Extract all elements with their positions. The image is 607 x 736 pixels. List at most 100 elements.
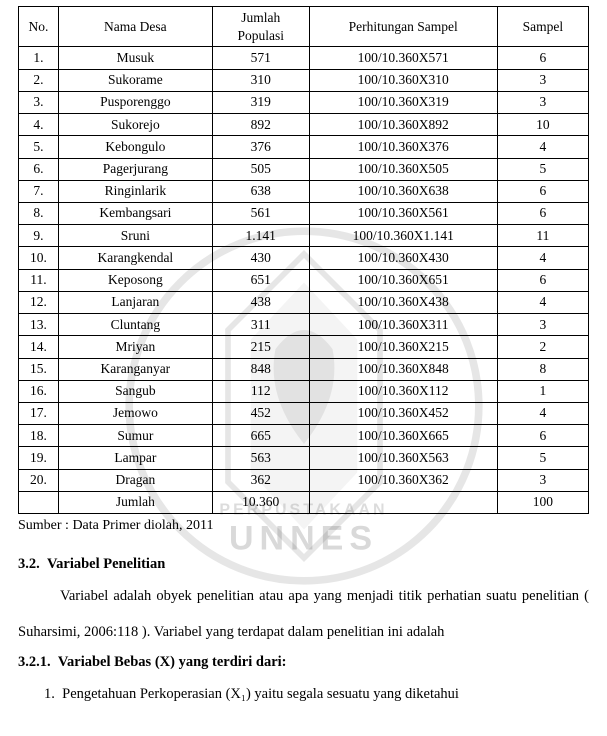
table-cell: 452 [212, 402, 309, 424]
table-cell: Sukorame [58, 69, 212, 91]
table-cell: 6 [497, 425, 588, 447]
table-cell: 1.141 [212, 225, 309, 247]
table-cell: 6 [497, 180, 588, 202]
table-cell: 100/10.360X215 [309, 336, 497, 358]
table-cell: 7. [19, 180, 59, 202]
table-cell: Sumur [58, 425, 212, 447]
table-cell: 6 [497, 269, 588, 291]
table-cell: 376 [212, 136, 309, 158]
table-cell: Jemowo [58, 402, 212, 424]
table-cell: Karanganyar [58, 358, 212, 380]
section-3-2-heading: 3.2. Variabel Penelitian [18, 556, 589, 573]
table-cell: 1 [497, 380, 588, 402]
table-cell: 651 [212, 269, 309, 291]
table-row: 2.Sukorame310100/10.360X3103 [19, 69, 589, 91]
col-sampel-header: Sampel [497, 7, 588, 47]
table-cell: Kebongulo [58, 136, 212, 158]
table-cell: 4 [497, 402, 588, 424]
table-cell: 20. [19, 469, 59, 491]
table-cell: 4 [497, 247, 588, 269]
table-cell: 215 [212, 336, 309, 358]
table-cell: 8. [19, 202, 59, 224]
table-cell: 1. [19, 47, 59, 69]
table-cell: 10. [19, 247, 59, 269]
table-row: 4.Sukorejo892100/10.360X89210 [19, 114, 589, 136]
table-row: 15.Karanganyar848100/10.360X8488 [19, 358, 589, 380]
table-cell: 3 [497, 91, 588, 113]
section-3-2-number: 3.2. [18, 556, 40, 572]
table-cell: 561 [212, 202, 309, 224]
table-cell [309, 491, 497, 513]
table-cell: 100/10.360X638 [309, 180, 497, 202]
table-cell: Sukorejo [58, 114, 212, 136]
table-cell: Lampar [58, 447, 212, 469]
table-cell: 571 [212, 47, 309, 69]
table-row: 12.Lanjaran438100/10.360X4384 [19, 291, 589, 313]
table-row: 19.Lampar563100/10.360X5635 [19, 447, 589, 469]
table-cell: 100/10.360X376 [309, 136, 497, 158]
table-cell: Dragan [58, 469, 212, 491]
table-cell: 11 [497, 225, 588, 247]
table-row: 14.Mriyan215100/10.360X2152 [19, 336, 589, 358]
table-cell: 3. [19, 91, 59, 113]
table-cell: 16. [19, 380, 59, 402]
table-cell: Ringinlarik [58, 180, 212, 202]
col-perh-header: Perhitungan Sampel [309, 7, 497, 47]
col-no-header: No. [19, 7, 59, 47]
table-cell: 100/10.360X651 [309, 269, 497, 291]
table-cell: 100/10.360X892 [309, 114, 497, 136]
table-cell: 12. [19, 291, 59, 313]
table-cell: 638 [212, 180, 309, 202]
table-cell: 100/10.360X561 [309, 202, 497, 224]
table-cell: Keposong [58, 269, 212, 291]
table-header-row: No. Nama Desa Jumlah Populasi Perhitunga… [19, 7, 589, 47]
table-cell: 18. [19, 425, 59, 447]
table-cell: 100/10.360X430 [309, 247, 497, 269]
table-cell: 10.360 [212, 491, 309, 513]
table-cell: 3 [497, 69, 588, 91]
table-cell: 6 [497, 47, 588, 69]
table-cell: 2 [497, 336, 588, 358]
table-cell: 362 [212, 469, 309, 491]
table-cell: 100/10.360X362 [309, 469, 497, 491]
table-cell: Pusporenggo [58, 91, 212, 113]
table-cell: 100/10.360X310 [309, 69, 497, 91]
table-cell: Sruni [58, 225, 212, 247]
table-cell: Kembangsari [58, 202, 212, 224]
table-cell: 17. [19, 402, 59, 424]
section-3-2-body: Variabel adalah obyek penelitian atau ap… [18, 579, 589, 650]
table-cell: Jumlah [58, 491, 212, 513]
table-cell: 5 [497, 447, 588, 469]
table-cell: Karangkendal [58, 247, 212, 269]
table-cell: 892 [212, 114, 309, 136]
table-row: 13.Cluntang311100/10.360X3113 [19, 314, 589, 336]
table-cell: 100/10.360X563 [309, 447, 497, 469]
table-cell: 100/10.360X438 [309, 291, 497, 313]
table-cell: 5. [19, 136, 59, 158]
table-cell: 11. [19, 269, 59, 291]
table-cell: 9. [19, 225, 59, 247]
list-item-1-text: Pengetahuan Perkoperasian (X₁) yaitu seg… [62, 686, 459, 702]
col-nama-header: Nama Desa [58, 7, 212, 47]
table-row: 9.Sruni1.141100/10.360X1.14111 [19, 225, 589, 247]
table-cell: 100/10.360X1.141 [309, 225, 497, 247]
table-cell: 319 [212, 91, 309, 113]
table-row: 18.Sumur665100/10.360X6656 [19, 425, 589, 447]
table-cell: Lanjaran [58, 291, 212, 313]
table-row: 16.Sangub112100/10.360X1121 [19, 380, 589, 402]
table-cell: 6 [497, 202, 588, 224]
table-cell: 10 [497, 114, 588, 136]
table-cell: 2. [19, 69, 59, 91]
table-row: 20.Dragan362100/10.360X3623 [19, 469, 589, 491]
table-cell: 4 [497, 291, 588, 313]
table-row: 10.Karangkendal430100/10.360X4304 [19, 247, 589, 269]
section-3-2-1-number: 3.2.1. [18, 654, 51, 670]
table-cell: 100/10.360X571 [309, 47, 497, 69]
table-cell: 665 [212, 425, 309, 447]
table-row: 8.Kembangsari561100/10.360X5616 [19, 202, 589, 224]
table-cell: 19. [19, 447, 59, 469]
table-cell: 430 [212, 247, 309, 269]
table-row: 5.Kebongulo376100/10.360X3764 [19, 136, 589, 158]
table-cell: 3 [497, 314, 588, 336]
table-total-row: Jumlah10.360100 [19, 491, 589, 513]
